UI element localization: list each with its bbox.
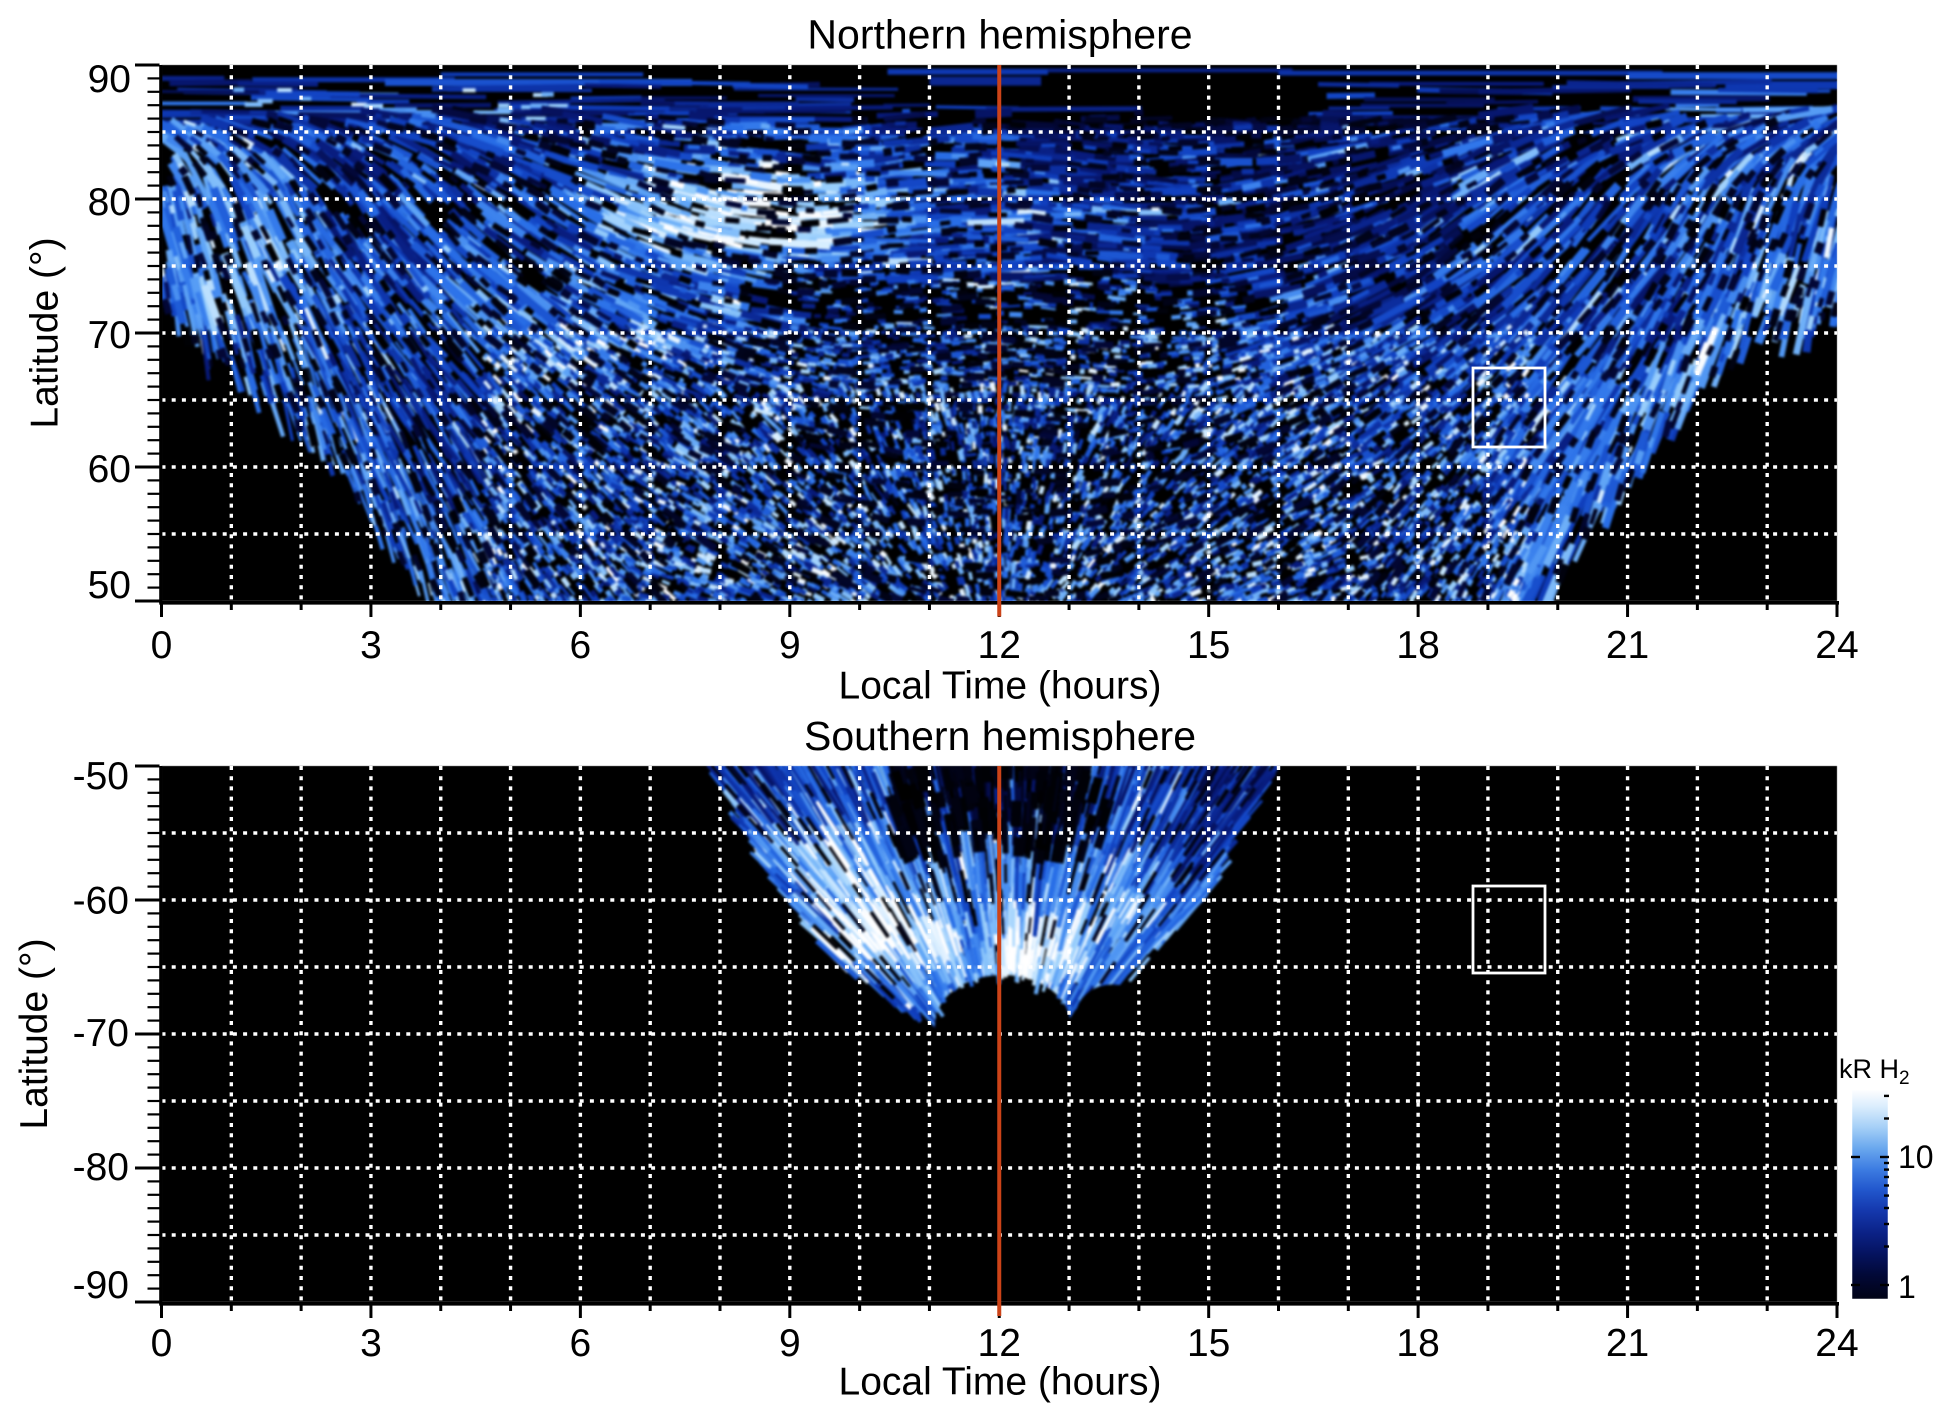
svg-text:6: 6 (570, 1322, 592, 1365)
svg-text:Northern hemisphere: Northern hemisphere (807, 12, 1192, 58)
svg-text:9: 9 (779, 624, 801, 667)
svg-text:Latitude (°): Latitude (°) (24, 237, 67, 428)
svg-text:-60: -60 (73, 880, 129, 923)
svg-text:Local Time (hours): Local Time (hours) (839, 1361, 1162, 1404)
svg-text:9: 9 (779, 1322, 801, 1365)
svg-text:Local Time (hours): Local Time (hours) (839, 665, 1162, 708)
svg-text:Latitude (°): Latitude (°) (13, 938, 56, 1129)
svg-text:15: 15 (1187, 624, 1230, 667)
svg-text:50: 50 (88, 564, 131, 607)
svg-text:70: 70 (88, 314, 131, 357)
svg-text:12: 12 (978, 1322, 1021, 1365)
svg-text:90: 90 (88, 58, 131, 101)
svg-text:0: 0 (151, 1322, 173, 1365)
svg-text:3: 3 (360, 624, 382, 667)
svg-text:12: 12 (978, 624, 1021, 667)
svg-text:15: 15 (1187, 1322, 1230, 1365)
svg-text:-90: -90 (73, 1264, 129, 1307)
svg-text:3: 3 (360, 1322, 382, 1365)
svg-text:18: 18 (1396, 1322, 1439, 1365)
svg-text:Southern hemisphere: Southern hemisphere (804, 713, 1196, 759)
svg-text:6: 6 (570, 624, 592, 667)
svg-text:18: 18 (1396, 624, 1439, 667)
svg-text:10: 10 (1898, 1139, 1934, 1175)
svg-text:21: 21 (1606, 1322, 1649, 1365)
svg-text:80: 80 (88, 181, 131, 224)
svg-text:kR H2: kR H2 (1839, 1054, 1910, 1089)
svg-text:0: 0 (151, 624, 173, 667)
svg-text:-80: -80 (73, 1146, 129, 1189)
svg-text:24: 24 (1815, 624, 1858, 667)
svg-text:-50: -50 (73, 755, 129, 798)
svg-text:21: 21 (1606, 624, 1649, 667)
svg-text:60: 60 (88, 448, 131, 491)
svg-text:-70: -70 (73, 1012, 129, 1055)
svg-text:1: 1 (1898, 1269, 1916, 1305)
svg-text:24: 24 (1815, 1322, 1858, 1365)
